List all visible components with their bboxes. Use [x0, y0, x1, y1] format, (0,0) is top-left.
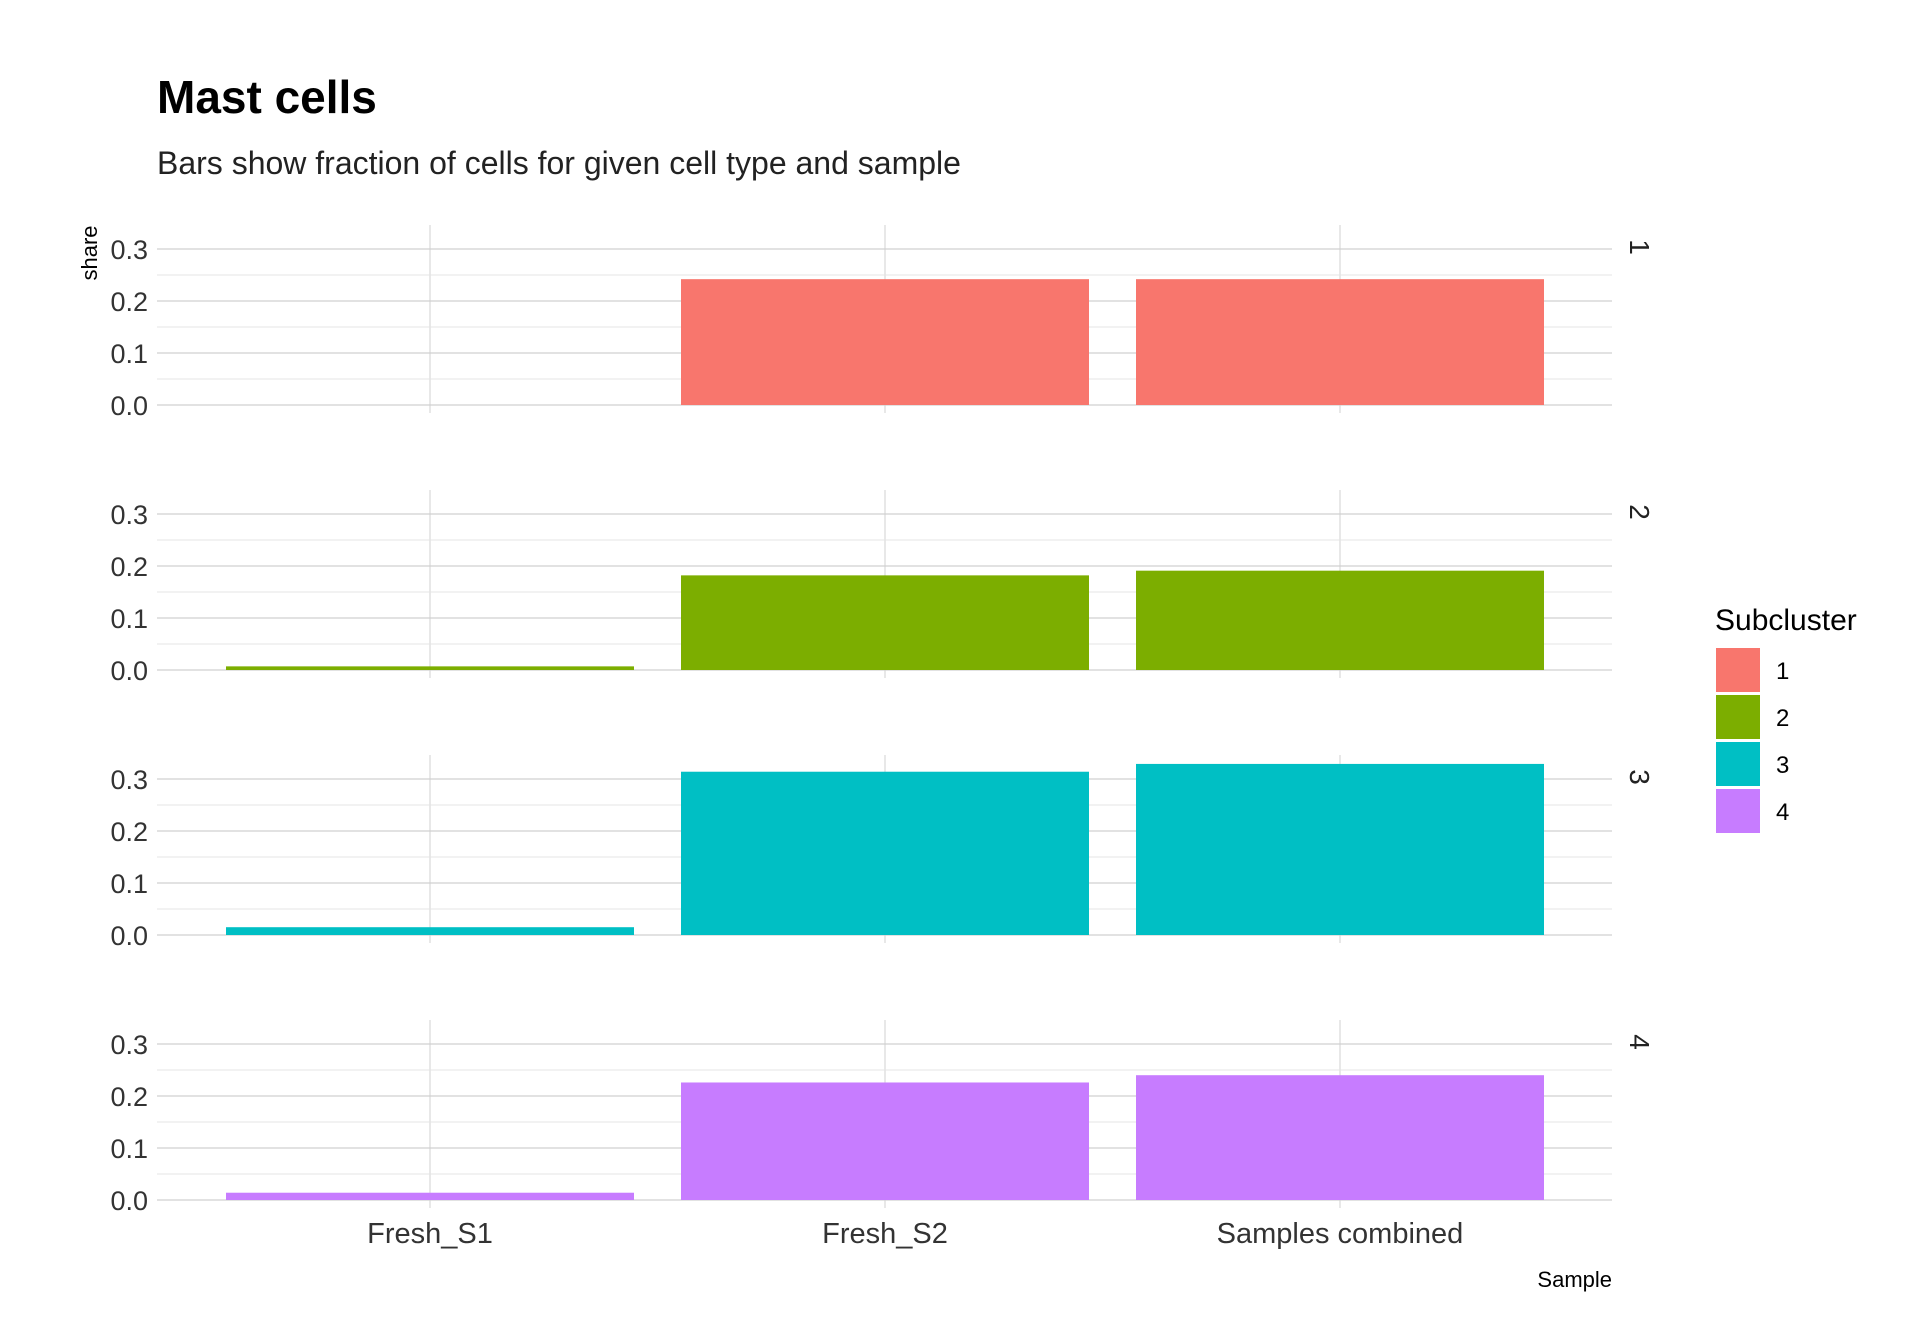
y-tick-label: 0.2 — [110, 287, 148, 317]
y-tick-label: 0.0 — [110, 1186, 148, 1216]
y-tick-label: 0.1 — [110, 604, 148, 634]
bar-4-2 — [681, 1082, 1089, 1200]
y-tick-label: 0.3 — [110, 1030, 148, 1060]
y-tick-label: 0.1 — [110, 1134, 148, 1164]
y-tick-label: 0.1 — [110, 869, 148, 899]
chart-title: Mast cells — [157, 71, 377, 123]
bar-1-2 — [681, 279, 1089, 405]
bar-2-3 — [1136, 570, 1544, 670]
facet-label: 2 — [1624, 504, 1655, 520]
y-axis-title: share — [77, 225, 102, 280]
legend-key-4 — [1716, 789, 1760, 833]
legend-key-3 — [1716, 742, 1760, 786]
legend-key-1 — [1716, 648, 1760, 692]
legend-label: 2 — [1776, 705, 1789, 732]
y-tick-label: 0.2 — [110, 552, 148, 582]
bar-4-1 — [226, 1192, 634, 1200]
facet-label: 4 — [1624, 1034, 1655, 1050]
y-tick-label: 0.0 — [110, 391, 148, 421]
x-tick-label: Fresh_S1 — [367, 1218, 493, 1250]
y-tick-label: 0.3 — [110, 765, 148, 795]
y-tick-label: 0.0 — [110, 921, 148, 951]
y-tick-label: 0.0 — [110, 656, 148, 686]
legend-key-2 — [1716, 695, 1760, 739]
y-tick-label: 0.3 — [110, 500, 148, 530]
y-tick-label: 0.2 — [110, 817, 148, 847]
chart-subtitle: Bars show fraction of cells for given ce… — [157, 145, 961, 181]
bar-3-3 — [1136, 763, 1544, 935]
bar-3-2 — [681, 771, 1089, 935]
y-tick-label: 0.3 — [110, 235, 148, 265]
legend-label: 1 — [1776, 658, 1789, 685]
legend-label: 4 — [1776, 799, 1789, 826]
facet-label: 3 — [1624, 769, 1655, 785]
x-axis-title: Sample — [1537, 1267, 1612, 1292]
bar-3-1 — [226, 927, 634, 935]
x-tick-label: Samples combined — [1217, 1218, 1464, 1250]
bar-4-3 — [1136, 1075, 1544, 1200]
bar-2-2 — [681, 575, 1089, 670]
bar-2-1 — [226, 666, 634, 670]
bar-1-3 — [1136, 279, 1544, 405]
y-tick-label: 0.1 — [110, 339, 148, 369]
legend-label: 3 — [1776, 752, 1789, 779]
x-tick-label: Fresh_S2 — [822, 1218, 948, 1250]
y-tick-label: 0.2 — [110, 1082, 148, 1112]
facet-label: 1 — [1624, 239, 1655, 255]
legend-title: Subcluster — [1715, 604, 1857, 637]
